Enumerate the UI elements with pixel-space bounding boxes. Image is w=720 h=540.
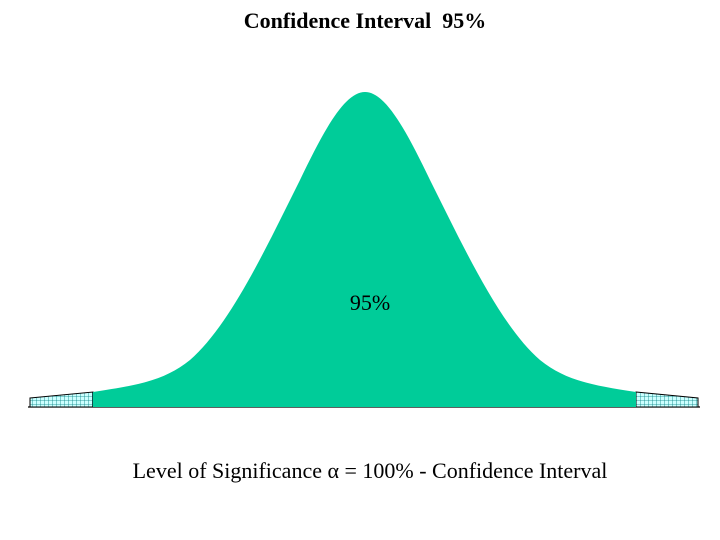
significance-caption: Level of Significance α = 100% - Confide… [132, 458, 608, 483]
confidence-percent-label: 95% [349, 290, 391, 315]
right-tail-region [635, 391, 699, 408]
left-tail-region [29, 391, 94, 408]
confidence-region [93, 92, 636, 407]
chart-title: Confidence Interval 95% [243, 8, 487, 33]
